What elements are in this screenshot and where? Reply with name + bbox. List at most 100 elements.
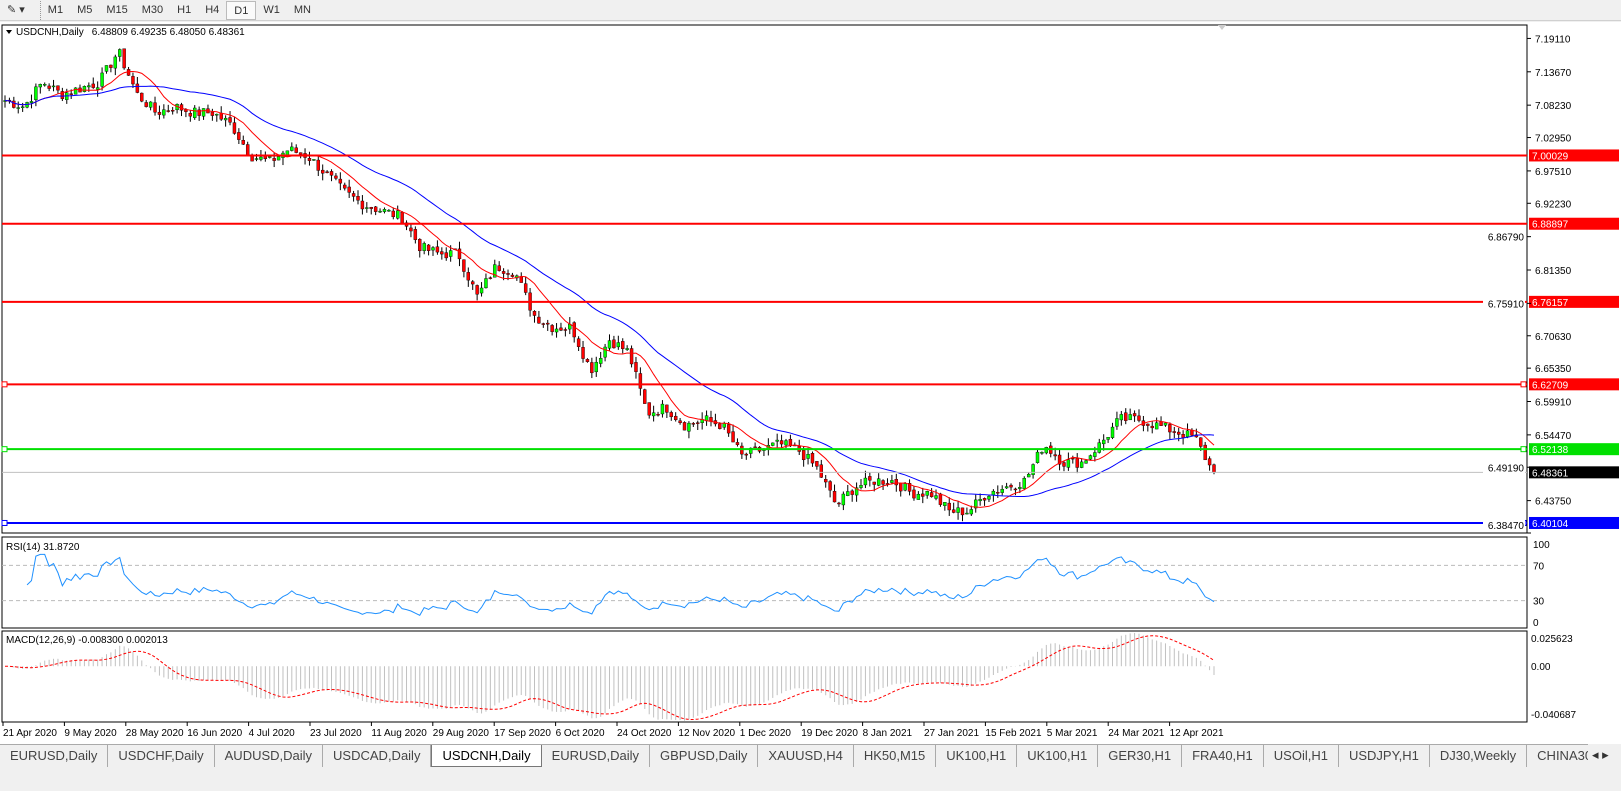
line-anchor-handle[interactable] <box>1 519 8 526</box>
candle <box>1115 418 1119 427</box>
timeframe-h4[interactable]: H4 <box>205 3 220 16</box>
chart-tab[interactable]: CHINA300,H1 <box>1527 745 1588 767</box>
candle <box>43 84 47 86</box>
drawing-tools-dropdown[interactable]: ✎ ▾ <box>7 3 25 16</box>
chart-tab[interactable]: GBPUSD,Daily <box>650 745 759 767</box>
candle <box>1031 464 1035 475</box>
price-tick-label: 7.19110 <box>1535 34 1571 45</box>
candle <box>1106 436 1110 440</box>
price-tick-label: 6.81350 <box>1535 266 1572 277</box>
candle <box>162 109 166 116</box>
chart-canvas[interactable]: 7.00029 6.88897 6.76157 6.62709 6.52138 6.401… <box>0 22 1621 744</box>
price-tick-label: 7.02950 <box>1535 134 1572 145</box>
candle <box>109 64 113 68</box>
candle <box>1150 425 1154 429</box>
date-label: 4 Jul 2020 <box>249 728 296 739</box>
candle <box>969 509 974 515</box>
date-label: 29 Aug 2020 <box>433 728 490 739</box>
candle <box>987 495 991 500</box>
candle <box>360 200 365 210</box>
timeframe-m30[interactable]: M30 <box>141 3 164 16</box>
candle <box>806 454 810 459</box>
price-tick-label: 6.65350 <box>1535 364 1572 375</box>
price-tick-label-bg <box>1483 519 1525 531</box>
timeframe-w1[interactable]: W1 <box>263 3 280 16</box>
chart-tab[interactable]: AUDUSD,Daily <box>215 745 324 767</box>
timeframe-m15[interactable]: M15 <box>106 3 128 16</box>
chart-tab[interactable]: EURUSD,Daily <box>0 745 109 767</box>
date-label: 12 Nov 2020 <box>678 728 735 739</box>
candle <box>903 483 907 491</box>
candle <box>572 322 576 338</box>
candle <box>647 402 651 416</box>
shift-marker-icon[interactable] <box>1218 25 1226 30</box>
date-label: 5 Mar 2021 <box>1047 728 1098 739</box>
line-anchor-handle[interactable] <box>1 381 8 388</box>
candle <box>771 442 775 446</box>
candle <box>254 158 259 160</box>
chart-tab[interactable]: USDJPY,H1 <box>1339 745 1430 767</box>
candle <box>1110 426 1115 438</box>
candle <box>325 171 329 173</box>
timeframe-m5[interactable]: M5 <box>77 3 93 16</box>
date-label: 17 Sep 2020 <box>494 728 551 739</box>
candle <box>448 250 453 257</box>
candle <box>82 86 87 92</box>
chart-tab[interactable]: UK100,H1 <box>936 745 1018 767</box>
chart-tab[interactable]: GER30,H1 <box>1098 745 1183 767</box>
candle <box>290 146 294 151</box>
candle <box>493 264 497 278</box>
chart-title: USDCNH,Daily <box>16 27 84 38</box>
collapse-triangle-icon[interactable] <box>6 30 12 34</box>
candle <box>1124 412 1128 421</box>
candle <box>34 86 38 101</box>
chart-tab[interactable]: UK100,H1 <box>1017 745 1099 767</box>
candle <box>87 85 91 88</box>
timeframe-d1[interactable]: D1 <box>226 0 257 20</box>
candle <box>193 107 197 118</box>
chart-tab[interactable]: USDCNH,Daily <box>431 745 542 767</box>
candle <box>824 479 828 483</box>
candle <box>1146 423 1150 426</box>
candle <box>643 389 647 404</box>
date-label: 11 Aug 2020 <box>371 728 427 739</box>
line-anchor-handle[interactable] <box>1520 381 1527 388</box>
candle <box>846 491 850 496</box>
line-anchor-handle[interactable] <box>1520 446 1527 453</box>
tab-scroll-arrows[interactable]: ◂ ▸ <box>1592 747 1609 762</box>
chart-tab[interactable]: DJ30,Weekly <box>1430 745 1528 767</box>
chart-tab[interactable]: USDCAD,Daily <box>323 745 432 767</box>
timeframe-m1[interactable]: M1 <box>47 3 64 16</box>
price-tick-label: 6.92230 <box>1535 199 1572 210</box>
chart-tabs: EURUSD,Daily USDCHF,Daily AUDUSD,Daily USDC… <box>0 744 1588 768</box>
timeframe-h1[interactable]: H1 <box>177 3 192 16</box>
price-level-label: 6.76157 <box>1532 298 1569 309</box>
candle <box>651 412 656 417</box>
chart-tab[interactable]: USOil,H1 <box>1264 745 1339 767</box>
chart-tab[interactable]: HK50,M15 <box>854 745 937 767</box>
candle <box>598 358 603 364</box>
line-anchor-handle[interactable] <box>1 446 8 453</box>
chart-tab[interactable]: FRA40,H1 <box>1182 745 1264 767</box>
candle <box>382 209 387 212</box>
candle <box>1084 460 1088 464</box>
candle <box>978 498 982 502</box>
date-label: 21 Apr 2020 <box>3 728 57 739</box>
chart-tab[interactable]: EURUSD,Daily <box>542 745 650 767</box>
price-tick-label: 6.49190 <box>1488 463 1525 474</box>
candle <box>775 439 779 442</box>
candle <box>594 361 598 373</box>
ma-fast-line <box>4 71 1215 508</box>
timeframe-mn[interactable]: MN <box>293 3 311 16</box>
candle <box>921 493 925 497</box>
chart-tab[interactable]: XAUUSD,H4 <box>758 745 854 767</box>
candle <box>1035 451 1040 463</box>
candle <box>890 480 894 483</box>
chart-title-ohlc: USDCNH,Daily 6.48809 6.49235 6.48050 6.48… <box>16 27 245 38</box>
chart-tab[interactable]: USDCHF,Daily <box>108 745 215 767</box>
price-tick-label: 7.08230 <box>1535 101 1572 112</box>
date-label: 19 Dec 2020 <box>801 728 858 739</box>
candle <box>285 150 290 156</box>
candle <box>718 423 722 429</box>
chart-window[interactable]: 7.00029 6.88897 6.76157 6.62709 6.52138 6.401… <box>0 22 1621 744</box>
